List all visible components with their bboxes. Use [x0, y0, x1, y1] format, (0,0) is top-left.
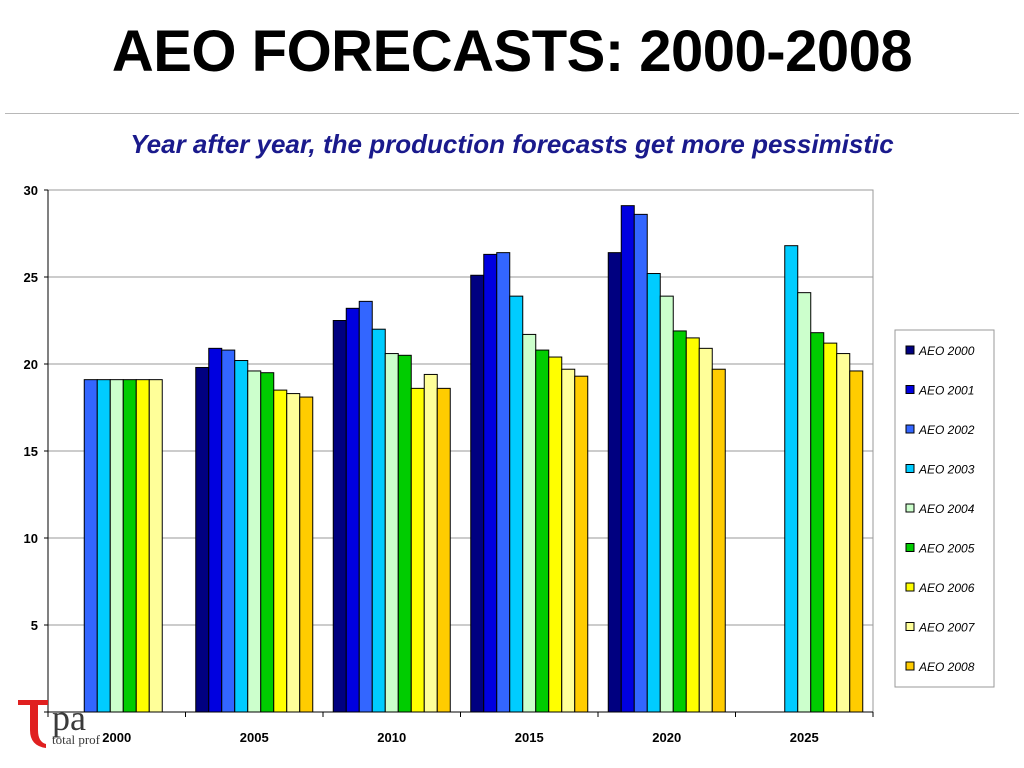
legend-label: AEO 2004 [918, 502, 975, 516]
bar-aeo-2000-2020 [607, 252, 622, 713]
legend-swatch [905, 424, 915, 434]
bar-aeo-2002-2005 [221, 349, 236, 713]
bar-aeo-2008-2005 [299, 396, 314, 713]
bar-aeo-2004-2015 [522, 333, 537, 713]
bar-aeo-2005-2000 [122, 379, 137, 713]
bar-aeo-2005-2010 [397, 354, 412, 713]
x-tick-label: 2025 [790, 730, 819, 745]
x-tick-label: 2005 [240, 730, 269, 745]
logo-caption: total prof [52, 732, 101, 747]
bar-aeo-2005-2005 [260, 372, 275, 713]
legend-swatch [905, 543, 915, 552]
bar-aeo-2005-2025 [810, 332, 825, 713]
bar-aeo-2008-2020 [711, 368, 726, 713]
bar-aeo-2007-2025 [836, 353, 851, 713]
bar-aeo-2006-2000 [135, 379, 150, 713]
bar-aeo-2007-2005 [286, 393, 301, 713]
bar-aeo-2007-2015 [561, 368, 576, 713]
bar-aeo-2006-2010 [410, 387, 425, 713]
bar-aeo-2004-2010 [384, 353, 399, 713]
legend-label: AEO 2008 [918, 660, 975, 674]
legend-swatch [905, 503, 915, 513]
bar-aeo-2001-2020 [620, 205, 635, 713]
legend-label: AEO 2002 [918, 423, 975, 437]
bar-aeo-2004-2005 [247, 370, 262, 713]
bar-aeo-2006-2020 [685, 337, 700, 713]
bar-aeo-2006-2015 [548, 356, 563, 713]
bar-aeo-2008-2010 [436, 387, 451, 713]
y-tick-label: 10 [24, 531, 38, 546]
x-tick-label: 2020 [652, 730, 681, 745]
y-tick-label: 30 [24, 183, 38, 198]
bar-aeo-2008-2025 [849, 370, 864, 713]
bar-aeo-2006-2005 [273, 389, 288, 713]
chart-subtitle: Year after year, the production forecast… [130, 129, 894, 159]
slide-title: AEO FORECASTS: 2000-2008 [111, 19, 913, 84]
bar-aeo-2007-2020 [698, 347, 713, 713]
bar-aeo-2005-2020 [672, 330, 687, 713]
bar-aeo-2003-2015 [509, 295, 524, 713]
legend-label: AEO 2005 [918, 542, 975, 556]
bar-aeo-2002-2015 [496, 252, 511, 713]
bar-aeo-2006-2025 [823, 342, 838, 713]
bar-aeo-2004-2000 [109, 379, 124, 713]
bar-aeo-2008-2015 [574, 375, 589, 713]
bar-aeo-2003-2025 [784, 245, 799, 713]
x-tick-label: 2010 [377, 730, 406, 745]
logo-letters: pa [52, 698, 86, 738]
bar-aeo-2004-2025 [797, 292, 812, 713]
legend-label: AEO 2001 [918, 384, 974, 398]
y-tick-label: 15 [24, 444, 38, 459]
bar-aeo-2002-2020 [633, 213, 648, 713]
bar-aeo-2003-2010 [371, 328, 386, 713]
y-tick-label: 5 [31, 618, 38, 633]
legend-swatch [905, 345, 915, 355]
bar-aeo-2001-2015 [483, 253, 498, 713]
legend-swatch [905, 622, 915, 631]
bar-aeo-2000-2015 [470, 274, 485, 713]
bar-aeo-2000-2010 [332, 320, 347, 713]
bar-aeo-2003-2005 [234, 360, 249, 713]
legend-swatch [905, 582, 915, 592]
legend-label: AEO 2007 [918, 621, 976, 635]
bar-aeo-2007-2000 [148, 379, 163, 713]
title-divider [5, 113, 1019, 114]
bar-aeo-2002-2010 [358, 300, 373, 713]
legend-swatch [905, 464, 915, 473]
y-tick-label: 25 [24, 270, 38, 285]
legend-label: AEO 2003 [918, 463, 975, 477]
company-logo: pa total prof [18, 700, 138, 752]
bar-aeo-2004-2020 [659, 295, 674, 713]
bar-aeo-2007-2010 [423, 373, 438, 713]
legend-label: AEO 2000 [918, 344, 975, 358]
bar-aeo-2003-2020 [646, 273, 661, 713]
bar-aeo-2002-2000 [83, 379, 98, 713]
legend-swatch [905, 661, 915, 671]
bar-aeo-2001-2005 [208, 347, 223, 713]
bar-aeo-2003-2000 [96, 379, 111, 713]
x-tick-label: 2015 [515, 730, 544, 745]
legend-swatch [905, 385, 915, 394]
x-tick-label: 2000 [102, 730, 131, 745]
legend-label: AEO 2006 [918, 581, 975, 595]
bar-aeo-2001-2010 [345, 307, 360, 713]
bar-aeo-2000-2005 [195, 366, 210, 713]
bar-aeo-2005-2015 [535, 349, 550, 713]
y-tick-label: 20 [24, 357, 38, 372]
